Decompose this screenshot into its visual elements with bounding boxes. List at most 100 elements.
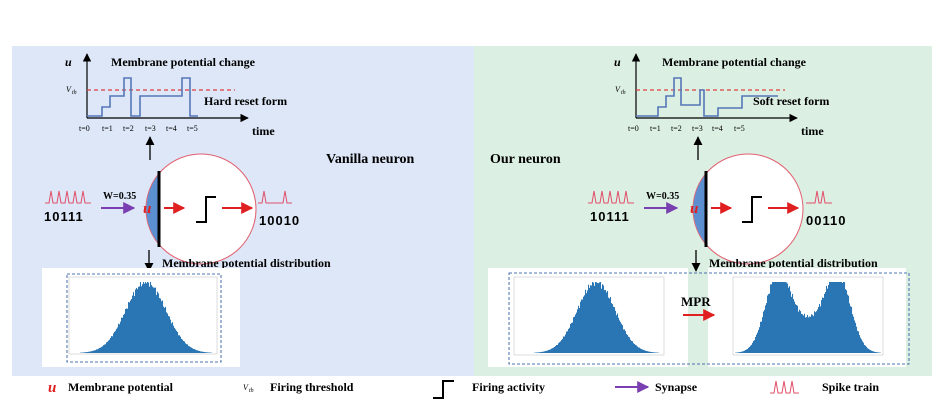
histogram-bar	[626, 334, 628, 353]
histogram-bar	[830, 282, 832, 353]
histogram-bar	[90, 351, 92, 353]
histogram-bar	[176, 330, 178, 353]
histogram-bar	[588, 284, 590, 353]
left-tick: t=5	[187, 124, 198, 133]
histogram-bar	[792, 293, 794, 353]
histogram-bar	[748, 347, 750, 353]
legend-spike-label: Spike train	[822, 380, 879, 394]
histogram-bar	[155, 287, 157, 353]
histogram-bar	[826, 285, 828, 353]
histogram-bar	[134, 296, 136, 353]
histogram-bar	[618, 317, 620, 353]
histogram-bar	[743, 351, 745, 353]
histogram-bar	[822, 297, 824, 353]
histogram-bar	[184, 341, 186, 353]
histogram-bar	[102, 346, 104, 353]
histogram-bar	[579, 308, 581, 353]
histogram-bar	[765, 305, 767, 353]
right-histogram-before-bars	[534, 282, 660, 353]
histogram-bar	[193, 349, 195, 353]
histogram-bar	[556, 345, 558, 353]
legend-synapse-label: Synapse	[655, 380, 698, 394]
histogram-bar	[744, 350, 746, 353]
histogram-bar	[185, 343, 187, 353]
histogram-bar	[552, 348, 554, 353]
histogram-bar	[745, 350, 747, 353]
right-y-axis-label: u	[614, 55, 621, 69]
histogram-bar	[875, 352, 877, 353]
histogram-bar	[164, 307, 166, 353]
histogram-bar	[126, 308, 128, 353]
histogram-bar	[132, 295, 134, 353]
histogram-bar	[194, 349, 196, 353]
histogram-bar	[787, 283, 789, 353]
histogram-bar	[850, 306, 852, 353]
histogram-bar	[858, 331, 860, 353]
histogram-bar	[116, 328, 118, 353]
left-threshold-symbol: V	[66, 85, 72, 94]
histogram-bar	[747, 349, 749, 353]
histogram-bar	[96, 349, 98, 353]
histogram-bar	[85, 352, 87, 353]
histogram-bar	[823, 297, 825, 353]
right-neuron-u-symbol: u	[690, 201, 698, 217]
histogram-bar	[551, 348, 553, 353]
histogram-bar	[122, 317, 124, 353]
histogram-bar	[101, 346, 103, 353]
histogram-bar	[856, 326, 858, 353]
right-output-spike-train-icon	[806, 190, 832, 204]
right-distribution-label: Membrane potential distribution	[709, 256, 878, 270]
histogram-bar	[117, 327, 119, 353]
histogram-bar	[753, 340, 755, 353]
right-threshold-symbol: V	[615, 85, 621, 94]
histogram-bar	[833, 282, 835, 353]
histogram-bar	[546, 350, 548, 353]
histogram-bar	[89, 351, 91, 353]
histogram-bar	[818, 307, 820, 353]
right-histogram-after-bars	[735, 282, 882, 353]
histogram-bar	[576, 312, 578, 353]
histogram-bar	[88, 351, 90, 353]
histogram-bar	[159, 298, 161, 353]
right-histogram-dashed-frame	[508, 272, 910, 365]
legend-membrane-symbol: u	[48, 380, 56, 396]
histogram-bar	[135, 289, 137, 353]
right-tick: t=1	[650, 124, 661, 133]
histogram-bar	[593, 282, 595, 353]
histogram-bar	[549, 349, 551, 353]
histogram-bar	[848, 295, 850, 353]
histogram-bar	[854, 320, 856, 353]
histogram-bar	[762, 317, 764, 353]
histogram-bar	[84, 352, 86, 353]
histogram-bar	[633, 343, 635, 353]
right-reset-form-label: Soft reset form	[753, 94, 829, 108]
histogram-bar	[837, 282, 839, 353]
histogram-bar	[578, 305, 580, 353]
histogram-bar	[625, 331, 627, 353]
histogram-bar	[148, 282, 150, 353]
left-neuron: u	[143, 153, 257, 265]
histogram-bar	[150, 282, 152, 353]
histogram-bar	[627, 335, 629, 353]
histogram-bar	[815, 312, 817, 353]
histogram-bar	[120, 321, 122, 353]
histogram-bar	[585, 289, 587, 353]
histogram-bar	[857, 330, 859, 353]
histogram-bar	[849, 303, 851, 353]
histogram-bar	[798, 311, 800, 353]
histogram-bar	[635, 344, 637, 353]
left-time-ticks: t=0 t=1 t=2 t=3 t=4 t=5	[79, 124, 198, 133]
histogram-bar	[100, 347, 102, 353]
histogram-bar	[186, 344, 188, 353]
right-neuron-membrane	[693, 174, 706, 244]
histogram-bar	[793, 299, 795, 353]
histogram-bar	[177, 332, 179, 353]
histogram-bar	[547, 350, 549, 353]
histogram-bar	[570, 324, 572, 353]
histogram-bar	[603, 285, 605, 353]
histogram-bar	[604, 290, 606, 353]
histogram-bar	[124, 313, 126, 353]
histogram-bar	[201, 351, 203, 353]
histogram-bar	[829, 282, 831, 353]
left-potential-trace	[87, 77, 198, 117]
